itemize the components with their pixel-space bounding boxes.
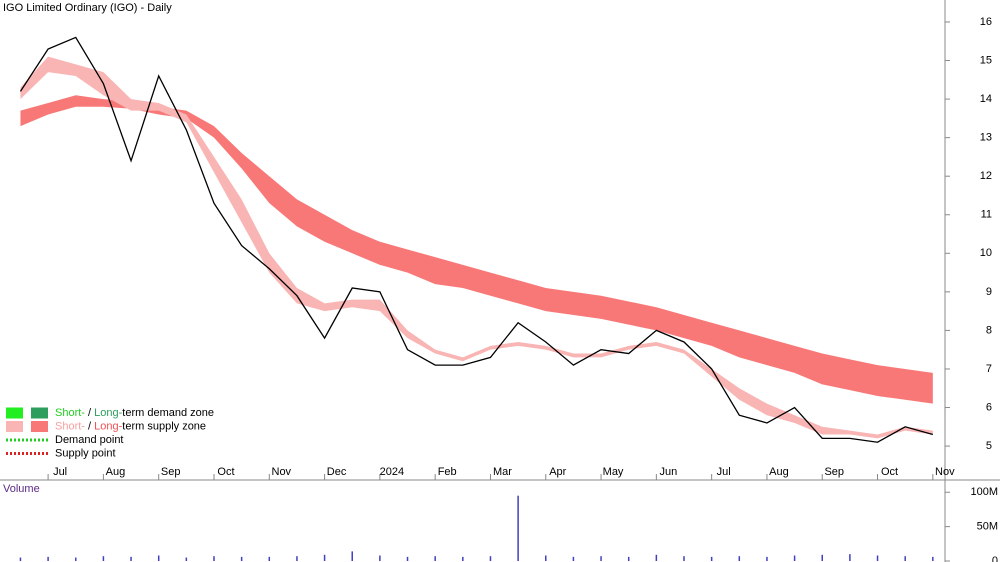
y-tick-label: 0: [992, 555, 998, 562]
legend-swatch: [31, 421, 48, 432]
y-tick-label: 16: [980, 16, 992, 28]
volume-bar: [738, 556, 741, 561]
volume-bar: [545, 555, 547, 561]
legend-swatch: [6, 421, 23, 432]
x-tick-label: Apr: [549, 466, 566, 478]
y-tick-label: 5: [986, 440, 992, 452]
volume-bar: [904, 556, 906, 561]
y-tick-label: 12: [980, 170, 992, 182]
volume-bar: [710, 556, 713, 561]
x-tick-label: Jul: [53, 466, 67, 478]
y-tick-label: 6: [986, 401, 992, 413]
x-tick-label: Aug: [769, 466, 789, 478]
volume-bar: [213, 556, 215, 561]
volume-bar: [489, 556, 492, 561]
volume-bar: [572, 556, 575, 561]
volume-bar: [932, 556, 934, 561]
legend-text-part: term demand zone: [122, 407, 214, 419]
zone-band: [20, 95, 933, 404]
x-tick-label: Oct: [881, 466, 898, 478]
x-tick-label: Oct: [217, 466, 234, 478]
y-tick-label: 7: [986, 363, 992, 375]
legend-text-part: term supply zone: [122, 420, 206, 432]
y-tick-label: 15: [980, 54, 992, 66]
x-tick-label: Mar: [493, 466, 512, 478]
volume-bar: [627, 556, 630, 561]
y-tick-label: 11: [981, 209, 992, 221]
volume-bar: [849, 554, 851, 561]
legend-text-part: Short-: [55, 407, 85, 419]
x-tick-label: Dec: [327, 466, 347, 478]
legend-text-part: /: [85, 407, 94, 419]
legend-swatch: [6, 407, 23, 419]
volume-bar: [19, 557, 22, 561]
legend-text-part: Demand point: [55, 434, 124, 446]
volume-bar: [47, 556, 49, 561]
chart-title: IGO Limited Ordinary (IGO) - Daily: [3, 2, 172, 14]
volume-bar: [268, 556, 271, 561]
volume-bar: [130, 556, 132, 561]
legend-label: Short- / Long-term supply zone: [55, 420, 206, 432]
volume-bar: [102, 556, 105, 561]
volume-bar: [323, 554, 326, 561]
volume-bar: [185, 557, 188, 561]
volume-bar: [434, 556, 436, 561]
x-tick-label: Jul: [717, 466, 731, 478]
x-tick-label: Nov: [272, 466, 292, 478]
y-tick-label: 50M: [977, 521, 998, 533]
legend-text-part: Long-: [94, 407, 122, 419]
y-tick-label: 14: [980, 93, 992, 105]
volume-bar: [406, 556, 409, 561]
volume-bar: [683, 556, 685, 561]
y-tick-label: 100M: [970, 486, 998, 498]
volume-bar: [793, 555, 796, 561]
x-tick-label: 2024: [380, 466, 404, 478]
y-tick-label: 13: [980, 132, 992, 144]
volume-bar: [351, 551, 353, 561]
volume-bar: [766, 556, 768, 561]
legend-text-part: Supply point: [55, 447, 116, 459]
y-tick-label: 9: [986, 286, 992, 298]
x-tick-label: May: [603, 466, 624, 478]
volume-bar: [655, 554, 658, 561]
legend-label: Supply point: [55, 447, 116, 459]
volume-bar: [462, 556, 464, 561]
x-tick-label: Nov: [935, 466, 955, 478]
price-line: [19, 36, 934, 443]
volume-title: Volume: [3, 483, 40, 495]
volume-bar: [517, 495, 519, 561]
y-tick-label: 8: [986, 324, 992, 336]
legend-swatch: [31, 407, 48, 419]
volume-bar: [600, 556, 602, 561]
x-tick-label: Feb: [438, 466, 457, 478]
legend-label: Demand point: [55, 434, 124, 446]
volume-bar: [157, 555, 160, 561]
zone-band: [20, 56, 933, 439]
x-tick-label: Sep: [824, 466, 844, 478]
x-tick-label: Sep: [161, 466, 181, 478]
legend-text-part: Short-: [55, 420, 85, 432]
volume-bar: [876, 555, 879, 561]
x-tick-label: Aug: [106, 466, 126, 478]
volume-bar: [821, 554, 823, 561]
volume-bar: [379, 555, 381, 561]
x-tick-label: Jun: [659, 466, 677, 478]
volume-bar: [240, 556, 243, 561]
y-tick-label: 10: [980, 247, 992, 259]
legend-text-part: Long-: [94, 420, 122, 432]
volume-bar: [296, 556, 298, 561]
legend-label: Short- / Long-term demand zone: [55, 407, 214, 419]
volume-bar: [75, 557, 77, 561]
legend-text-part: /: [85, 420, 94, 432]
